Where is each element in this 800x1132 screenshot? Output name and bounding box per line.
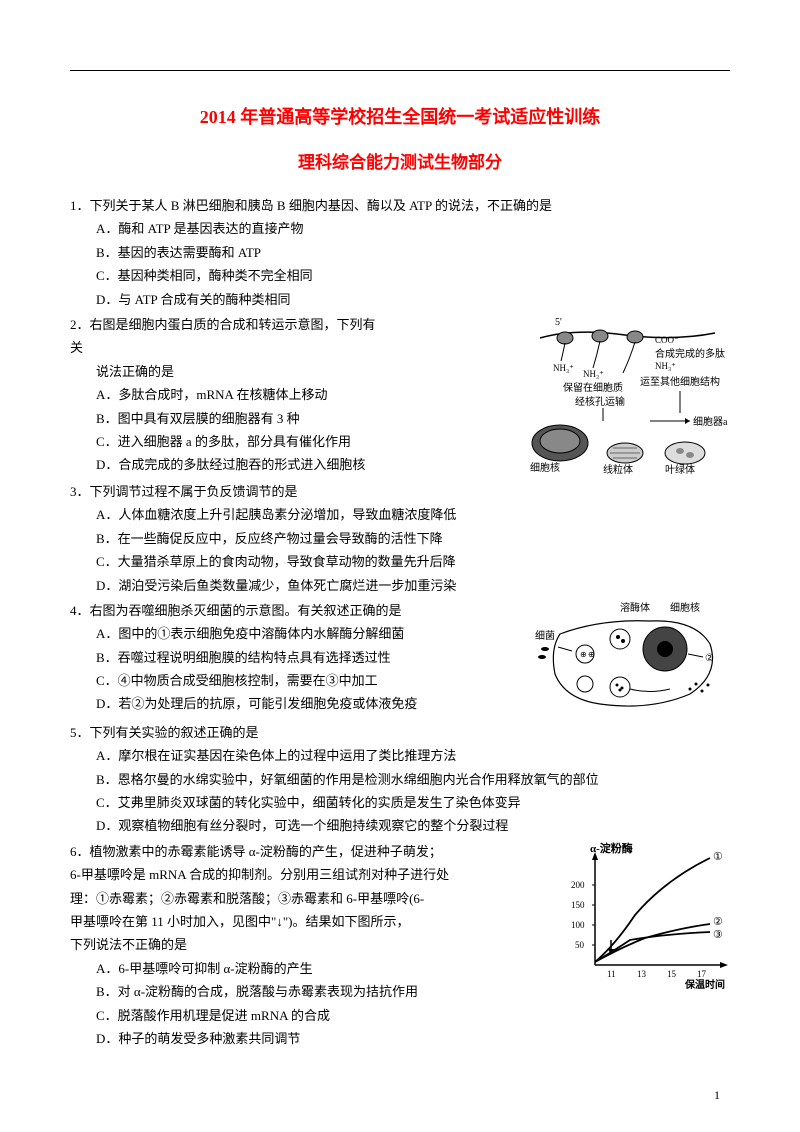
diag4-nucleus: 细胞核 <box>670 601 700 614</box>
ytick-150: 150 <box>571 900 585 910</box>
q1-option-c: C．基因种类相同，酶种类不完全相同 <box>70 264 730 287</box>
chart-ylabel: α-淀粉酶 <box>590 841 633 855</box>
diagram-phagocyte: 溶酶体 细胞核 细菌 ⊕ ⊕ ② <box>530 599 730 719</box>
main-title: 2014 年普通高等学校招生全国统一考试适应性训练 <box>70 101 730 133</box>
svg-text:⊕: ⊕ <box>588 650 595 659</box>
diag2-transport: 运至其他细胞结构 <box>640 375 720 388</box>
diag2-retain: 保留在细胞质 <box>563 381 623 394</box>
question-4: 溶酶体 细胞核 细菌 ⊕ ⊕ ② <box>70 599 730 719</box>
q3-option-b: B．在一些酶促反应中，反应终产物过量会导致酶的活性下降 <box>70 527 730 550</box>
q3-option-a: A．人体血糖浓度上升引起胰岛素分泌增加，导致血糖浓度降低 <box>70 503 730 526</box>
question-3: 3．下列调节过程不属于负反馈调节的是 A．人体血糖浓度上升引起胰岛素分泌增加，导… <box>70 480 730 597</box>
diag2-nuclear-pore: 经核孔运输 <box>575 395 625 408</box>
q3-option-c: C．大量猎杀草原上的食肉动物，导致食草动物的数量先升后降 <box>70 550 730 573</box>
xtick-11: 11 <box>607 969 616 979</box>
diag2-nh3-2: NH₃⁺ <box>583 369 604 379</box>
diag2-nucleus: 细胞核 <box>530 461 560 474</box>
q5-stem: 5．下列有关实验的叙述正确的是 <box>70 721 730 744</box>
question-5: 5．下列有关实验的叙述正确的是 A．摩尔根在证实基因在染色体上的过程中运用了类比… <box>70 721 730 838</box>
diag2-organelle-a: 细胞器a <box>693 415 728 428</box>
q3-stem: 3．下列调节过程不属于负反馈调节的是 <box>70 480 730 503</box>
diag2-nh3-1: NH₃⁺ <box>553 363 574 373</box>
q5-option-b: B．恩格尔曼的水绵实验中，好氧细菌的作用是检测水绵细胞内光合作用释放氧气的部位 <box>70 768 730 791</box>
ytick-50: 50 <box>575 940 585 950</box>
q1-stem: 1．下列关于某人 B 淋巴细胞和胰岛 B 细胞内基因、酶以及 ATP 的说法，不… <box>70 194 730 217</box>
chart-xlabel: 保温时间 <box>684 978 725 990</box>
diag2-chloro: 叶绿体 <box>665 463 695 476</box>
q6-option-d: D．种子的萌发受多种激素共同调节 <box>70 1027 730 1050</box>
q1-option-d: D．与 ATP 合成有关的酶种类相同 <box>70 288 730 311</box>
q1-option-b: B．基因的表达需要酶和 ATP <box>70 241 730 264</box>
diag4-lysosome: 溶酶体 <box>620 601 650 614</box>
diag4-bacteria: 细菌 <box>535 629 555 642</box>
series-2: ② <box>713 916 723 928</box>
diag2-nh3-3: NH₃⁺ <box>655 361 676 371</box>
diagram-protein-synthesis: 5' NH₃⁺ NH₃⁺ COO⁻ 合成完成的多肽 NH₃⁺ 保留在细胞质 运至… <box>525 313 730 478</box>
question-1: 1．下列关于某人 B 淋巴细胞和胰岛 B 细胞内基因、酶以及 ATP 的说法，不… <box>70 194 730 311</box>
diag2-completed: 合成完成的多肽 <box>655 347 725 360</box>
page-number: 1 <box>714 1085 720 1107</box>
q1-option-a: A．酶和 ATP 是基因表达的直接产物 <box>70 217 730 240</box>
series-3: ③ <box>713 929 723 941</box>
diag2-mito: 线粒体 <box>603 463 633 476</box>
chart-amylase: α-淀粉酶 50 100 150 200 11 13 15 17 保温时间 <box>565 840 730 990</box>
top-divider <box>70 70 730 71</box>
sub-title: 理科综合能力测试生物部分 <box>70 148 730 179</box>
xtick-15: 15 <box>667 969 677 979</box>
ytick-100: 100 <box>571 920 585 930</box>
svg-text:②: ② <box>705 653 714 664</box>
q5-option-d: D．观察植物细胞有丝分裂时，可选一个细胞持续观察它的整个分裂过程 <box>70 814 730 837</box>
q5-option-a: A．摩尔根在证实基因在染色体上的过程中运用了类比推理方法 <box>70 744 730 767</box>
series-1: ① <box>713 851 723 863</box>
q3-option-d: D．湖泊受污染后鱼类数量减少，鱼体死亡腐烂进一步加重污染 <box>70 574 730 597</box>
question-2: 5' NH₃⁺ NH₃⁺ COO⁻ 合成完成的多肽 NH₃⁺ 保留在细胞质 运至… <box>70 313 730 478</box>
diag2-5prime: 5' <box>555 317 562 328</box>
ytick-200: 200 <box>571 880 585 890</box>
xtick-17: 17 <box>697 969 707 979</box>
diag2-coo: COO⁻ <box>655 335 679 345</box>
q6-option-c: C．脱落酸作用机理是促进 mRNA 的合成 <box>70 1004 730 1027</box>
svg-text:⊕: ⊕ <box>580 650 587 659</box>
xtick-13: 13 <box>637 969 647 979</box>
question-6: α-淀粉酶 50 100 150 200 11 13 15 17 保温时间 <box>70 840 730 1051</box>
q5-option-c: C．艾弗里肺炎双球菌的转化实验中，细菌转化的实质是发生了染色体变异 <box>70 791 730 814</box>
